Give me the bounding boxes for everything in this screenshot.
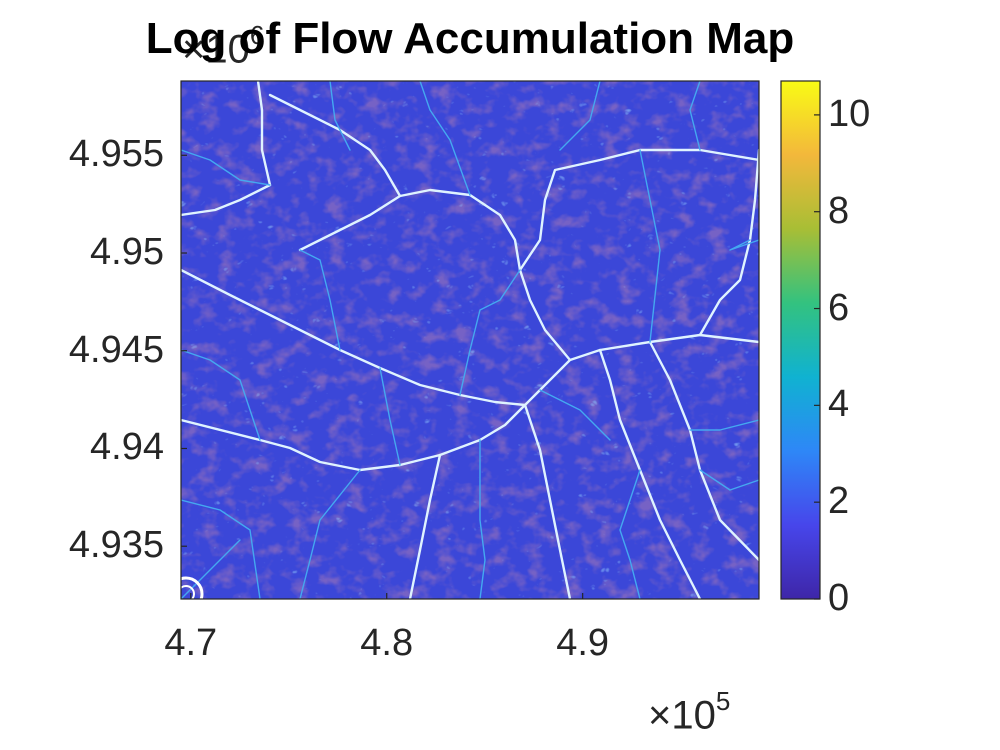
minor-stream (559, 81, 601, 151)
y-tick-label: 4.955 (68, 133, 164, 176)
minor-stream (329, 81, 351, 151)
colorbar-tick-label: 0 (828, 577, 850, 619)
major-stream (298, 188, 572, 362)
x-exponent-power: 5 (715, 686, 731, 716)
y-exponent-power: 6 (249, 20, 265, 50)
map-title: Log of Flow Accumulation Map (145, 14, 795, 63)
y-tick-label: 4.945 (68, 328, 164, 371)
minor-stream (729, 239, 759, 251)
minor-stream (299, 469, 361, 599)
minor-stream (479, 439, 486, 599)
colorbar-tick-label: 10 (828, 92, 871, 135)
x-tick-label: 4.8 (360, 622, 414, 664)
minor-stream (181, 349, 261, 441)
minor-stream (181, 149, 271, 186)
colorbar-tick-label: 2 (828, 480, 850, 523)
major-stream (181, 268, 527, 407)
minor-stream (181, 499, 261, 599)
major-stream (181, 403, 527, 472)
minor-stream (419, 81, 471, 196)
x-exponent-base: ×10 (648, 693, 716, 738)
major-stream (408, 453, 442, 599)
y-exponent-base: ×10 (182, 27, 250, 72)
minor-stream (299, 249, 341, 351)
x-axis-exponent: ×105 (648, 686, 730, 738)
minor-stream (689, 419, 759, 431)
major-stream (518, 148, 759, 272)
minor-stream (699, 469, 759, 491)
colorbar-tick-label: 6 (828, 286, 850, 329)
minor-stream (619, 469, 641, 599)
major-stream (698, 148, 759, 337)
major-stream (256, 81, 272, 187)
colorbar (780, 80, 821, 600)
minor-stream (539, 389, 611, 441)
minor-stream (689, 81, 701, 151)
y-axis-exponent: ×106 (182, 20, 264, 72)
y-tick-label: 4.95 (90, 231, 164, 273)
major-stream (268, 93, 402, 198)
colorbar-tick-label: 8 (828, 189, 850, 232)
minor-stream (181, 539, 241, 599)
minor-stream (379, 367, 401, 466)
y-tick-label: 4.94 (90, 426, 164, 469)
corner-marker (181, 576, 204, 599)
colorbar-tick-label: 4 (828, 383, 850, 426)
flow-accumulation-raster (181, 81, 759, 599)
x-tick-label: 4.7 (164, 622, 218, 664)
major-stream (523, 403, 572, 599)
map-axes-box (180, 80, 760, 600)
major-stream (648, 340, 759, 562)
minor-stream (459, 269, 521, 396)
minor-stream (639, 149, 661, 343)
major-stream (181, 183, 272, 217)
y-tick-label: 4.935 (68, 524, 164, 567)
x-tick-label: 4.9 (556, 622, 610, 664)
